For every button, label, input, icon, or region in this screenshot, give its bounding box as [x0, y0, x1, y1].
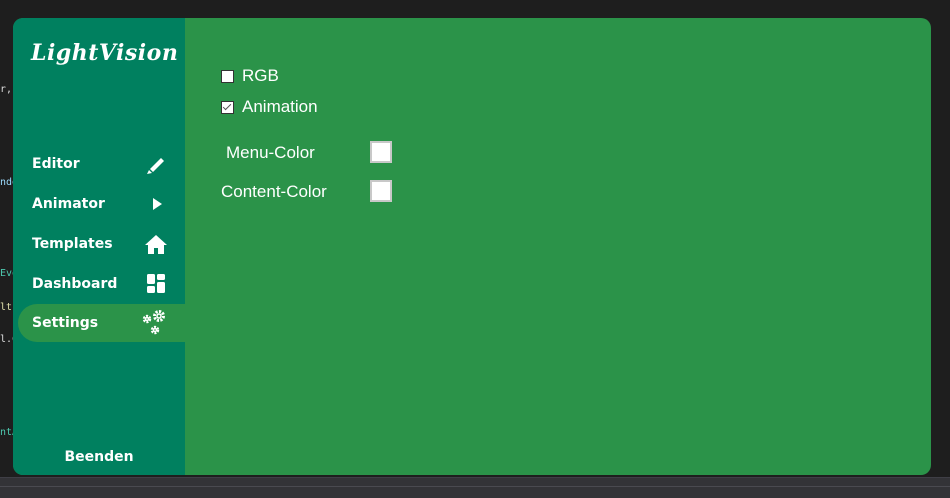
rgb-label: RGB	[242, 66, 279, 85]
settings-panel: RGB Animation Menu-Color Content-Color	[185, 18, 931, 475]
play-icon	[153, 198, 162, 210]
sidebar-item-label: Settings	[32, 315, 99, 331]
sidebar-item-templates[interactable]: Templates	[18, 225, 185, 263]
gears-icon	[142, 310, 165, 335]
sidebar: LightVision Editor Animator Templates Da…	[13, 18, 185, 475]
menu-color-picker[interactable]	[370, 141, 392, 163]
ide-status-bar	[0, 477, 950, 498]
animation-label: Animation	[242, 97, 318, 116]
animation-option[interactable]: Animation	[221, 97, 318, 117]
content-color-picker[interactable]	[370, 180, 392, 202]
app-logo: LightVision	[31, 40, 179, 66]
rgb-option[interactable]: RGB	[221, 66, 279, 86]
sidebar-item-label: Dashboard	[32, 276, 118, 292]
sidebar-item-dashboard[interactable]: Dashboard	[18, 265, 185, 303]
background-code: l.C	[0, 334, 19, 345]
pencil-icon	[147, 158, 164, 174]
background-code: Eve	[0, 268, 19, 279]
background-code: nde	[0, 177, 19, 188]
app-window: LightVision Editor Animator Templates Da…	[13, 18, 931, 475]
rgb-checkbox[interactable]	[221, 69, 234, 83]
sidebar-item-label: Editor	[32, 156, 80, 172]
background-code: lt.	[0, 302, 19, 313]
background-code: r,	[0, 84, 13, 95]
menu-color-label: Menu-Color	[226, 143, 315, 162]
sidebar-item-label: Templates	[32, 236, 113, 252]
quit-button[interactable]: Beenden	[64, 449, 134, 465]
sidebar-item-settings[interactable]: Settings	[18, 304, 185, 342]
content-color-label: Content-Color	[221, 182, 327, 201]
dashboard-icon	[147, 274, 165, 293]
sidebar-item-label: Animator	[32, 196, 105, 212]
animation-checkbox[interactable]	[221, 100, 234, 114]
sidebar-item-animator[interactable]: Animator	[18, 185, 185, 223]
sidebar-item-editor[interactable]: Editor	[18, 145, 185, 183]
home-icon	[145, 235, 167, 254]
background-code: ntA	[0, 427, 19, 438]
